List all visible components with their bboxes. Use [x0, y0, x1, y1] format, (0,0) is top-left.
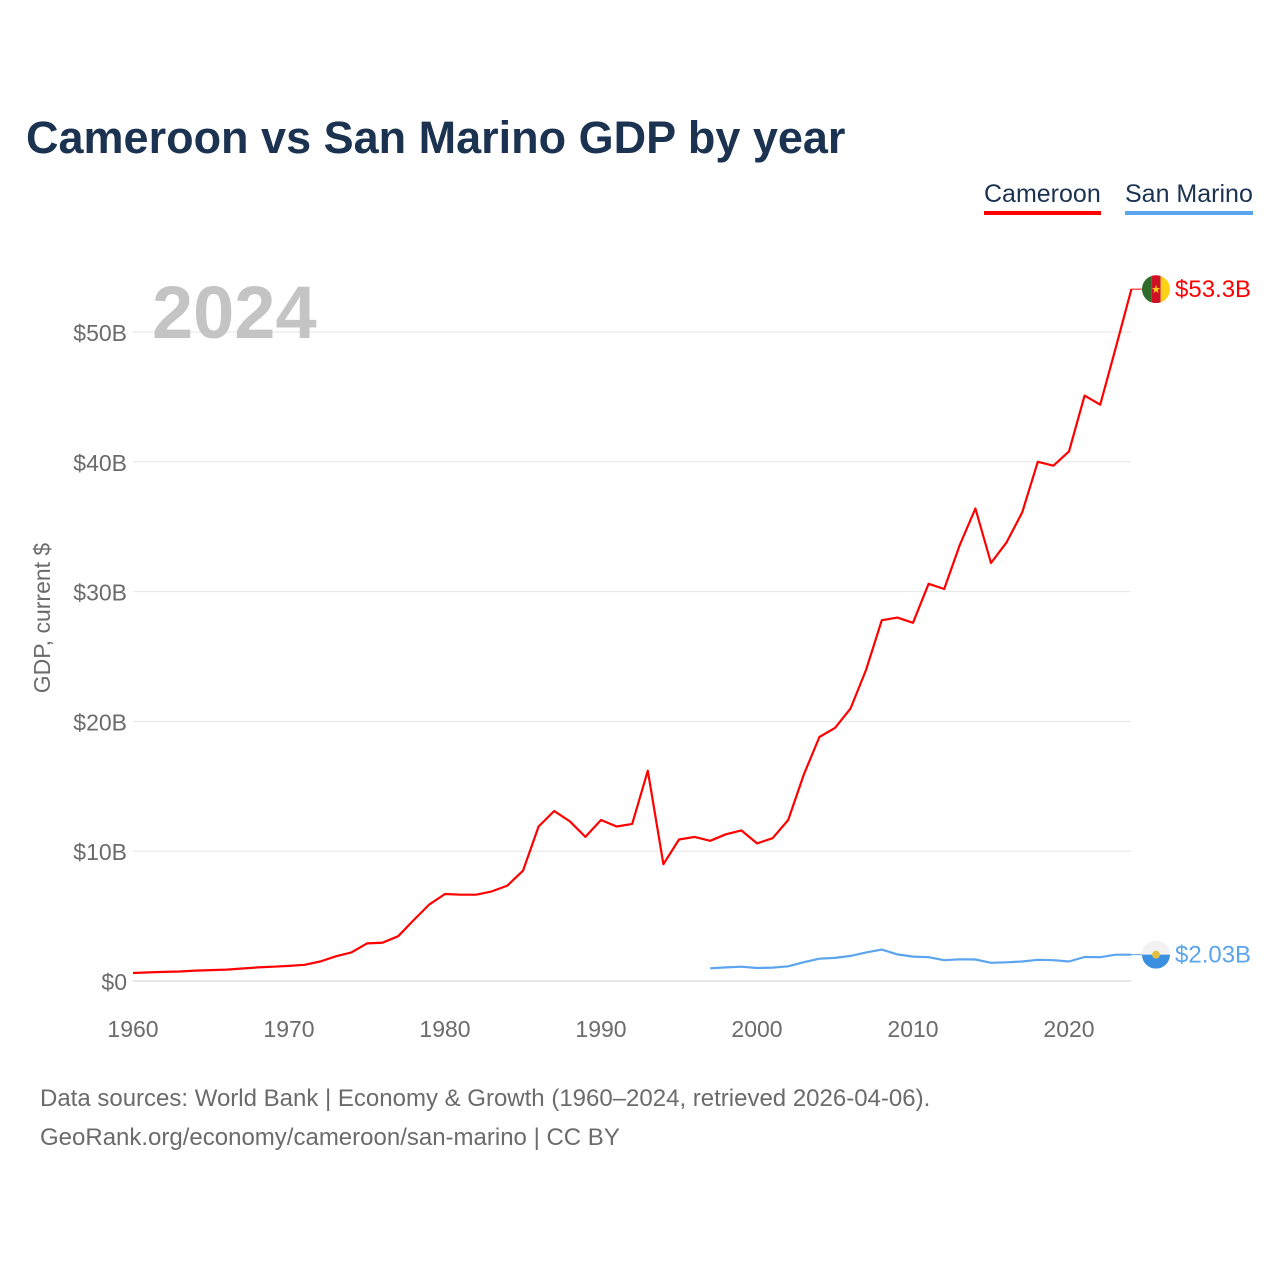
footer-sources: Data sources: World Bank | Economy & Gro…: [40, 1085, 931, 1112]
end-value-label: $53.3B: [1175, 276, 1251, 303]
x-tick-label: 1960: [107, 1016, 158, 1042]
chart-title: Cameroon vs San Marino GDP by year: [26, 112, 846, 163]
series-line-san-marino[interactable]: [710, 948, 1132, 970]
y-tick-label: $0: [101, 969, 127, 995]
series-line-cameroon[interactable]: [132, 288, 1133, 975]
x-tick-label: 2020: [1043, 1016, 1094, 1042]
y-tick-label: $20B: [73, 709, 127, 735]
cameroon-flag-icon: ★: [1142, 275, 1170, 304]
x-tick-label: 1970: [263, 1016, 314, 1042]
svg-text:★: ★: [1151, 284, 1161, 296]
footer-link[interactable]: GeoRank.org/economy/cameroon/san-marino …: [40, 1124, 620, 1151]
x-tick-label: 1990: [575, 1016, 626, 1042]
y-axis-label: GDP, current $: [29, 543, 55, 694]
y-tick-label: $10B: [73, 839, 127, 865]
san-marino-flag-icon: [1142, 940, 1170, 969]
legend-san-marino[interactable]: San Marino: [1125, 180, 1253, 215]
x-tick-label: 2010: [887, 1016, 938, 1042]
legend-cameroon[interactable]: Cameroon: [984, 180, 1101, 215]
x-tick-label: 1980: [419, 1016, 470, 1042]
y-tick-label: $50B: [73, 320, 127, 346]
year-watermark: 2024: [152, 271, 317, 354]
end-value-label: $2.03B: [1175, 942, 1251, 969]
y-tick-label: $30B: [73, 580, 127, 606]
y-tick-label: $40B: [73, 450, 127, 476]
x-tick-label: 2000: [731, 1016, 782, 1042]
